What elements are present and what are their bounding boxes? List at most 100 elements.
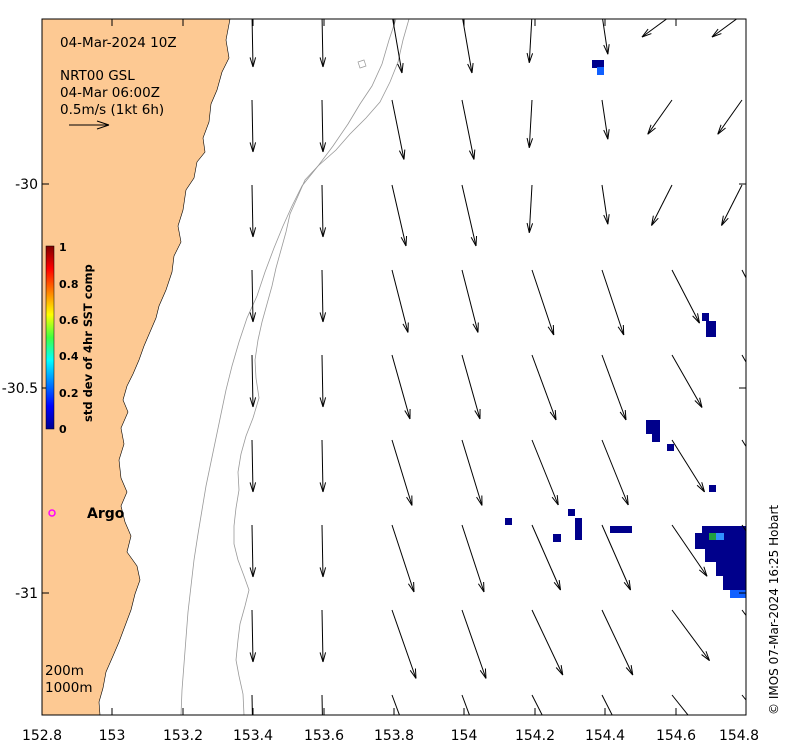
current-vectors	[249, 19, 774, 715]
current-vector-head	[647, 127, 656, 135]
current-vector-shaft	[251, 99, 254, 153]
current-vector-shaft	[601, 439, 629, 506]
current-vector-shaft	[321, 99, 324, 153]
contour-bump-north	[357, 59, 367, 69]
coastline-land	[42, 19, 231, 715]
current-vector-head	[322, 57, 327, 68]
current-vector-head	[621, 496, 629, 506]
x-tick-label: 154.8	[719, 728, 759, 744]
current-vector-shaft	[531, 354, 557, 421]
current-vector-shaft	[391, 609, 417, 679]
current-vector-shaft	[671, 694, 689, 715]
current-vector-shaft	[601, 609, 634, 676]
current-vector-shaft	[601, 694, 613, 715]
current-vector-head	[401, 63, 404, 74]
date-label: 04-Mar-2024 10Z	[60, 35, 177, 51]
current-vector-head	[526, 52, 530, 63]
current-vector-shaft	[251, 19, 254, 68]
current-vector-shaft	[321, 694, 323, 715]
current-vector-head	[319, 142, 324, 153]
current-vector-shaft	[671, 269, 700, 324]
x-tick-label: 153.2	[163, 728, 203, 744]
current-vector-shaft	[601, 354, 627, 421]
current-vector-head	[526, 222, 530, 233]
colorbar-tick: 0.8	[59, 278, 79, 291]
current-vector-head	[319, 312, 324, 323]
current-vector-head	[603, 214, 609, 225]
current-vector-shaft	[671, 354, 703, 408]
scale-arrow	[69, 120, 110, 130]
current-vector-shaft	[641, 19, 668, 38]
current-vector-head	[402, 323, 409, 333]
current-vector-head	[471, 63, 474, 74]
current-vector-head	[698, 569, 708, 577]
sst-stddev-pixels	[505, 60, 746, 598]
current-vector-head	[703, 566, 708, 577]
x-tick-label: 153	[99, 728, 126, 744]
y-axis-labels: -30 -30.5 -31	[2, 177, 38, 602]
contour-1000-label: 1000m	[45, 680, 93, 696]
colorbar	[45, 245, 55, 430]
current-vector-shaft	[711, 19, 738, 38]
current-vector-head	[249, 227, 254, 238]
current-vector-head	[319, 652, 324, 663]
current-vector-head	[626, 495, 629, 506]
axis-ticks	[41, 19, 747, 715]
current-vector-head	[252, 312, 257, 323]
current-vector-head	[249, 312, 254, 323]
current-vector-head	[768, 313, 770, 323]
current-vector-head	[252, 482, 257, 493]
colorbar-tick: 0.4	[59, 350, 79, 363]
current-vector-head	[322, 482, 327, 493]
current-vector-head	[553, 581, 561, 591]
current-vector-head	[623, 581, 631, 591]
x-tick-label: 154	[451, 728, 478, 744]
current-vector-shaft	[461, 524, 485, 593]
current-vector-head	[475, 235, 478, 247]
current-vector-shaft	[251, 524, 254, 578]
current-vector-head	[476, 496, 483, 506]
x-tick-label: 154.4	[585, 728, 625, 744]
current-vector-shaft	[461, 439, 483, 506]
current-vector-head	[624, 409, 627, 421]
product-line1: NRT00 GSL	[60, 68, 135, 84]
current-vector-head	[319, 482, 324, 493]
current-vector-shaft	[651, 184, 673, 226]
current-vector-head	[630, 665, 634, 676]
x-tick-label: 153.8	[374, 728, 414, 744]
colorbar-label: std dev of 4hr SST comp	[81, 264, 95, 422]
current-vector-shaft	[528, 19, 533, 63]
current-vector-shaft	[461, 354, 481, 420]
current-vector-shaft	[391, 184, 407, 247]
current-vector-head	[249, 397, 254, 408]
current-vector-shaft	[251, 694, 253, 715]
current-vector-head	[603, 44, 609, 55]
x-tick-label: 153.4	[233, 728, 273, 744]
current-vector-shaft	[601, 524, 631, 591]
current-vector-shaft	[461, 694, 470, 715]
current-vector-head	[528, 53, 534, 63]
current-vector-shaft	[251, 269, 254, 323]
argo-marker-icon	[48, 509, 56, 517]
current-vector-head	[319, 567, 324, 578]
current-vector-head	[403, 149, 406, 160]
current-vector-head	[694, 400, 703, 408]
current-vector-head	[699, 397, 703, 408]
current-vector-head	[252, 57, 257, 68]
current-vector-shaft	[528, 184, 533, 233]
current-vector-head	[767, 485, 774, 492]
current-vector-head	[558, 580, 561, 591]
x-tick-label: 152.8	[22, 728, 62, 744]
contour-legend: 200m 1000m	[45, 663, 93, 696]
current-vector-head	[617, 326, 625, 336]
current-vector-head	[526, 137, 530, 148]
current-vector-head	[252, 142, 257, 153]
current-vector-head	[252, 227, 257, 238]
current-vector-head	[409, 670, 417, 679]
current-vector-head	[319, 227, 324, 238]
current-vector-head	[705, 651, 710, 661]
current-vector-shaft	[321, 524, 324, 578]
map-header: 04-Mar-2024 10Z NRT00 GSL 04-Mar 06:00Z …	[60, 35, 177, 118]
colorbar-tick: 1	[59, 241, 67, 254]
x-tick-label: 153.6	[304, 728, 344, 744]
